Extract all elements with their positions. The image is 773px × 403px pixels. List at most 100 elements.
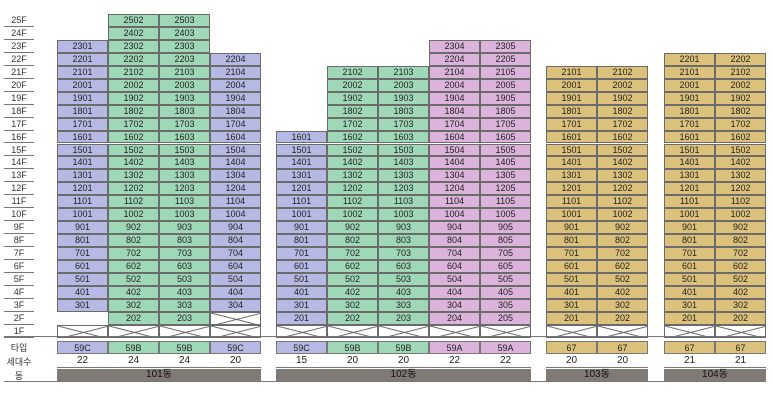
pilotis-cell [276,324,327,338]
unit-cell: 904 [429,221,480,235]
building-row-label: 동 [14,371,24,381]
unit-cell: 705 [480,247,531,261]
unit-type-cell: 67 [715,341,766,354]
unit-cell: 1704 [429,117,480,131]
unit-cell: 2202 [715,52,766,66]
floor-label: 16F [4,131,34,144]
unit-cell: 1101 [276,195,327,209]
unit-type-cell: 59B [327,341,378,354]
unit-cell: 601 [546,260,597,273]
floor-label: 9F [4,221,34,235]
unit-cell: 1504 [429,143,480,157]
pilotis-cell [597,324,648,338]
divider [4,381,766,382]
unit-cell: 2101 [57,65,108,79]
unit-cell: 2403 [159,26,210,40]
pilotis-cell [480,324,531,338]
unit-cell: 2204 [429,52,480,66]
floor-label: 21F [4,66,34,79]
unit-cell: 2002 [108,78,159,92]
unit-cell: 1403 [159,156,210,170]
unit-cell: 402 [597,285,648,299]
unit-cell: 1402 [715,156,766,170]
floor-label: 17F [4,118,34,131]
unit-cell: 1304 [210,169,261,183]
unit-cell: 1401 [57,156,108,170]
unit-cell: 1602 [108,130,159,144]
unit-cell: 1902 [108,91,159,105]
unit-cell: 1302 [108,169,159,183]
unit-cell: 904 [210,221,261,235]
unit-cell: 2101 [546,65,597,79]
unit-cell: 1802 [715,104,766,118]
unit-cell: 1303 [378,169,429,183]
unit-cell: 802 [597,234,648,248]
pilotis-cell [108,324,159,338]
unit-cell: 1604 [429,130,480,144]
unit-cell: 2004 [429,78,480,92]
unit-cell: 503 [378,273,429,286]
unit-cell: 2102 [715,65,766,79]
unit-cell: 303 [159,298,210,312]
unit-cell: 2304 [429,39,480,53]
unit-cell: 602 [108,260,159,273]
unit-cell: 1904 [210,91,261,105]
unit-cell: 2102 [327,65,378,79]
unit-cell: 1501 [546,143,597,157]
floor-label: 3F [4,299,34,312]
pilotis-cell [378,324,429,338]
unit-cell: 801 [276,234,327,248]
unit-cell: 502 [327,273,378,286]
unit-cell: 2105 [480,65,531,79]
unit-cell: 701 [57,247,108,261]
unit-cell: 202 [597,311,648,325]
unit-cell: 502 [108,273,159,286]
households-cell: 15 [276,355,327,368]
unit-cell: 1901 [57,91,108,105]
unit-cell: 1103 [378,195,429,209]
unit-cell: 804 [429,234,480,248]
unit-cell: 1801 [664,104,715,118]
unit-cell: 1102 [108,195,159,209]
households-cell: 22 [429,355,480,368]
unit-cell: 201 [276,311,327,325]
unit-cell: 1502 [108,143,159,157]
unit-cell: 802 [108,234,159,248]
unit-cell: 1902 [715,91,766,105]
unit-cell: 902 [108,221,159,235]
unit-cell: 1402 [597,156,648,170]
unit-cell: 1404 [210,156,261,170]
pilotis-cell [210,324,261,338]
unit-cell: 301 [276,298,327,312]
unit-cell: 501 [276,273,327,286]
floor-label: 19F [4,92,34,105]
building-name-bar: 103동 [546,369,648,381]
unit-cell: 501 [57,273,108,286]
unit-cell: 1702 [327,117,378,131]
unit-cell: 1301 [664,169,715,183]
unit-cell: 2003 [378,78,429,92]
unit-cell: 1803 [159,104,210,118]
unit-cell: 1701 [546,117,597,131]
unit-cell: 1905 [480,91,531,105]
unit-cell: 704 [210,247,261,261]
unit-cell: 701 [664,247,715,261]
unit-cell: 601 [276,260,327,273]
unit-cell: 2203 [159,52,210,66]
unit-cell: 401 [276,285,327,299]
unit-cell: 2503 [159,14,210,27]
pilotis-cell [546,324,597,338]
unit-cell: 1604 [210,130,261,144]
unit-cell: 2502 [108,14,159,27]
unit-cell: 702 [327,247,378,261]
floor-label: 14F [4,156,34,170]
unit-cell: 1601 [276,130,327,144]
unit-cell: 301 [664,298,715,312]
households-cell: 20 [378,355,429,368]
unit-cell: 2002 [715,78,766,92]
unit-cell: 1101 [546,195,597,209]
unit-cell: 2402 [108,26,159,40]
floor-label: 23F [4,40,34,53]
unit-cell: 2104 [429,65,480,79]
